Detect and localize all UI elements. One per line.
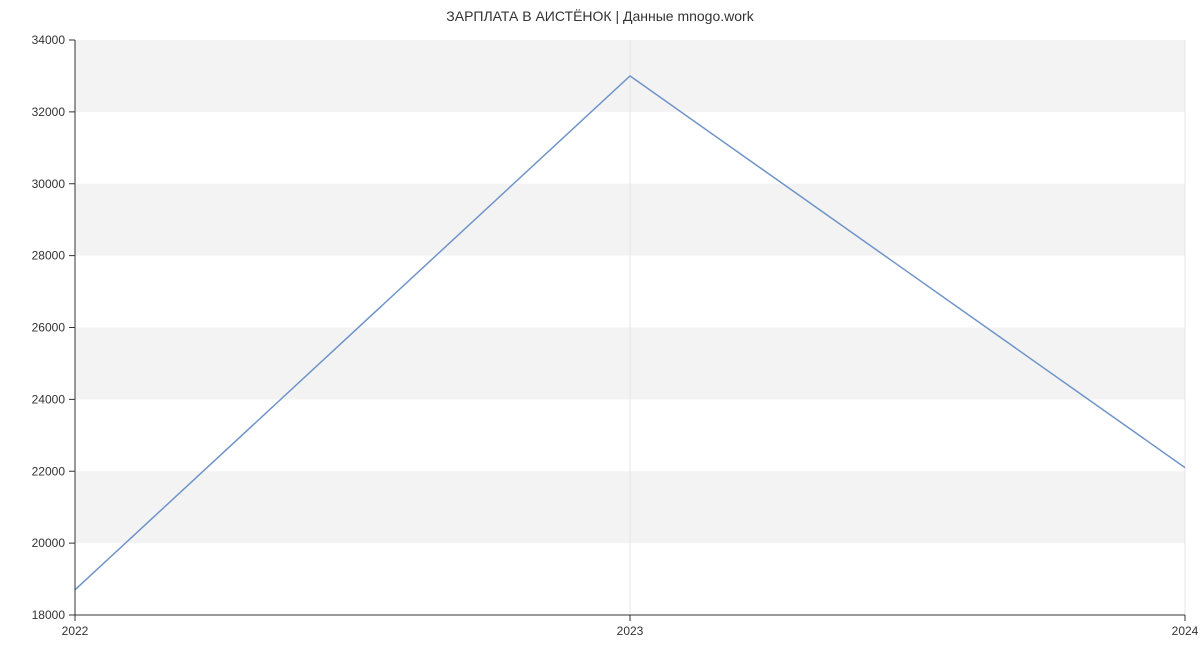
y-tick-label: 20000	[32, 536, 66, 550]
y-tick-label: 26000	[32, 321, 66, 335]
y-tick-label: 32000	[32, 105, 66, 119]
x-tick-label: 2024	[1172, 624, 1199, 638]
x-tick-label: 2022	[62, 624, 89, 638]
x-tick-label: 2023	[617, 624, 644, 638]
y-tick-label: 28000	[32, 249, 66, 263]
chart-title: ЗАРПЛАТА В АИСТЁНОК | Данные mnogo.work	[0, 8, 1200, 24]
y-tick-label: 22000	[32, 464, 66, 478]
y-tick-label: 24000	[32, 392, 66, 406]
y-tick-label: 18000	[32, 608, 66, 622]
chart-svg: 18000 20000 22000 24000 26000 28000 30000 32000…	[0, 0, 1200, 650]
y-tick-label: 30000	[32, 177, 66, 191]
salary-line-chart: ЗАРПЛАТА В АИСТЁНОК | Данные mnogo.work …	[0, 0, 1200, 650]
y-tick-label: 34000	[32, 33, 66, 47]
